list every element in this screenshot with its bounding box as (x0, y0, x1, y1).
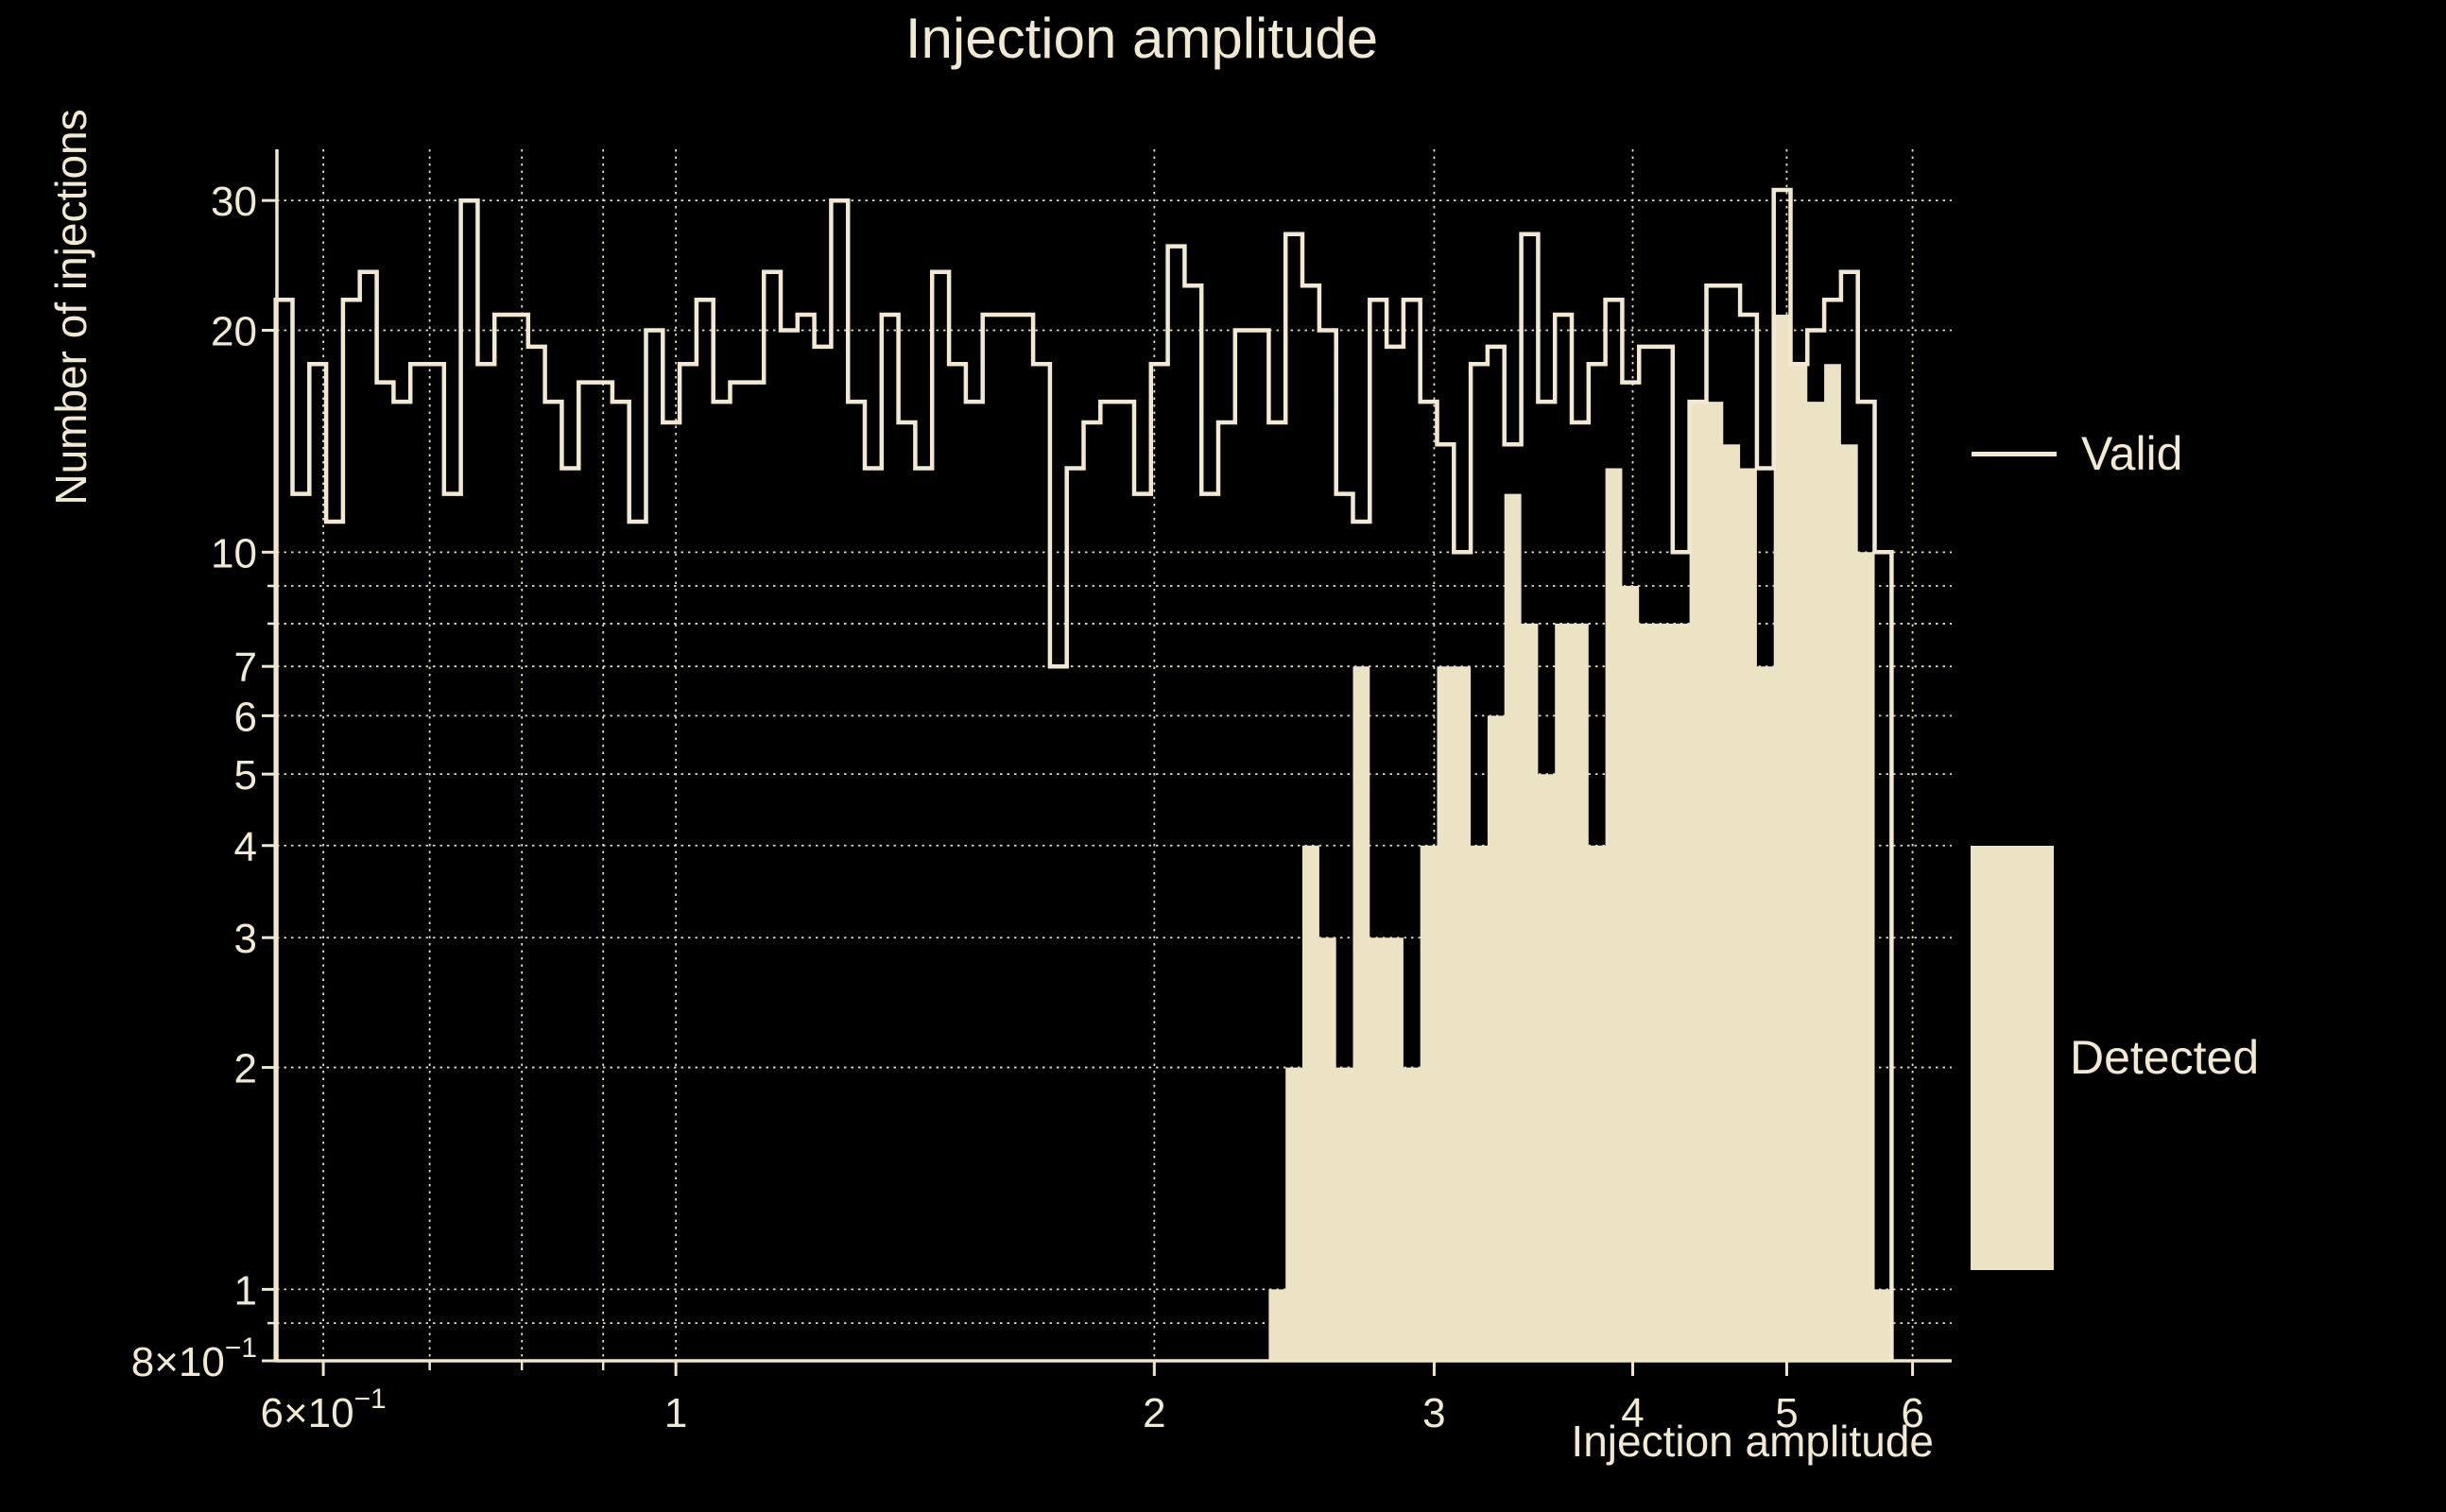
tick-label: 8×10−1 (131, 1332, 257, 1385)
tick-label: 30 (211, 179, 257, 225)
valid-line-swatch (1972, 451, 2057, 456)
tick-label: 5 (1775, 1390, 1798, 1436)
detected-histogram (1268, 315, 1892, 1361)
tick-label: 6 (234, 694, 257, 740)
page-title: Injection amplitude (904, 7, 1379, 70)
valid-histogram (273, 187, 1894, 1361)
tick-label: 3 (1422, 1390, 1445, 1436)
tick-label: 2 (234, 1046, 257, 1092)
tick-label: 6 (1901, 1390, 1923, 1436)
tick-label: 10 (211, 530, 257, 576)
legend-valid-label: Valid (2081, 427, 2183, 480)
legend-item-valid: Valid (1972, 425, 2182, 482)
legend-detected-label: Detected (2070, 1031, 2260, 1084)
x-axis-label: Injection amplitude (1571, 1417, 1934, 1466)
tick-label: 5 (234, 752, 257, 799)
tick-label: 4 (1621, 1390, 1644, 1436)
tick-label: 6×10−1 (260, 1383, 386, 1436)
tick-label: 2 (1143, 1390, 1165, 1436)
tick-label: 1 (664, 1390, 687, 1436)
tick-label: 1 (234, 1267, 257, 1314)
tick-label: 7 (234, 644, 257, 691)
tick-label: 3 (234, 916, 257, 962)
tick-label: 4 (234, 824, 257, 870)
y-axis-label: Number of injections (46, 109, 95, 506)
detected-patch-swatch (1971, 846, 2054, 1270)
tick-label: 20 (211, 309, 257, 355)
